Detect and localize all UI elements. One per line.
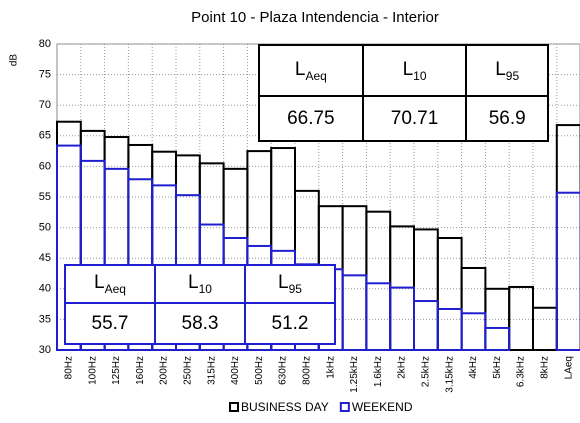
x-tick-label: 1.25kHz	[349, 356, 360, 393]
x-tick-label: LAeq	[563, 356, 574, 379]
legend-marker	[339, 402, 350, 412]
y-tick-label: 55	[39, 191, 51, 203]
value-cell: 56.9	[465, 95, 549, 142]
x-tick-label: 200Hz	[159, 356, 170, 385]
header-row: LAeq L10 L95	[64, 264, 336, 304]
x-tick-label: 2.5kHz	[421, 356, 432, 387]
x-tick-label: 3.15kHz	[444, 356, 455, 393]
y-tick-label: 40	[39, 283, 51, 295]
x-tick-label: 100Hz	[87, 356, 98, 385]
y-tick-label: 70	[39, 99, 51, 111]
header-cell: L10	[361, 44, 468, 97]
x-tick-label: 6.3kHz	[516, 356, 527, 387]
x-tick-label: 315Hz	[206, 356, 217, 385]
header-base: L	[495, 58, 506, 80]
summary-table: LAeq L10 L95 55.7 58.3 51.2	[64, 264, 336, 345]
summary-table: LAeq L10 L95 66.75 70.71 56.9	[258, 44, 549, 142]
x-tick-label: 800Hz	[302, 356, 313, 385]
header-sub: Aeq	[305, 68, 327, 83]
x-tick-label: 250Hz	[183, 356, 194, 385]
header-sub: 10	[198, 281, 212, 296]
x-tick-label: 1.6kHz	[373, 356, 384, 387]
chart-title: Point 10 - Plaza Intendencia - Interior	[191, 9, 439, 26]
value-cell: 55.7	[64, 302, 156, 345]
legend-label: BUSINESS DAY	[241, 400, 329, 414]
x-tick-label: 8kHz	[540, 356, 551, 379]
value-row: 66.75 70.71 56.9	[258, 95, 549, 142]
value-row: 55.7 58.3 51.2	[64, 302, 336, 345]
header-base: L	[278, 272, 289, 294]
header-base: L	[402, 58, 414, 80]
bar	[484, 326, 511, 351]
header-cell: L95	[465, 44, 549, 97]
x-tick-label: 1kHz	[325, 356, 336, 379]
y-tick-label: 50	[39, 222, 51, 234]
value-cell: 70.71	[361, 95, 468, 142]
header-sub: 10	[413, 68, 427, 83]
y-tick-label: 80	[39, 38, 51, 50]
header-row: LAeq L10 L95	[258, 44, 549, 97]
bar	[555, 191, 580, 351]
y-tick-label: 35	[39, 313, 51, 325]
header-cell: LAeq	[64, 264, 156, 304]
value-cell: 66.75	[258, 95, 364, 142]
y-tick-label: 30	[39, 344, 51, 356]
legend-label: WEEKEND	[352, 400, 413, 414]
y-tick-label: 60	[39, 160, 51, 172]
x-tick-label: 125Hz	[111, 356, 122, 385]
x-tick-label: 5kHz	[492, 356, 503, 379]
x-tick-label: 80Hz	[64, 356, 75, 379]
x-tick-label: 160Hz	[135, 356, 146, 385]
y-tick-label: 75	[39, 69, 51, 81]
header-sub: Aeq	[104, 281, 126, 296]
value-cell: 51.2	[244, 302, 336, 345]
y-tick-label: 45	[39, 252, 51, 264]
value-cell: 58.3	[154, 302, 246, 345]
header-base: L	[94, 272, 105, 294]
x-tick-label: 400Hz	[230, 356, 241, 385]
header-sub: 95	[505, 68, 520, 83]
y-tick-label: 65	[39, 130, 51, 142]
header-base: L	[188, 272, 199, 294]
header-cell: L95	[244, 264, 336, 304]
header-cell: LAeq	[258, 44, 364, 97]
header-sub: 95	[288, 281, 302, 296]
y-axis-label: dB	[9, 54, 20, 67]
x-tick-label: 4kHz	[468, 356, 479, 379]
header-base: L	[294, 58, 306, 80]
header-cell: L10	[154, 264, 246, 304]
x-tick-label: 630Hz	[278, 356, 289, 385]
legend-marker	[229, 402, 239, 412]
x-tick-label: 2kHz	[397, 356, 408, 379]
x-tick-label: 500Hz	[254, 356, 265, 385]
